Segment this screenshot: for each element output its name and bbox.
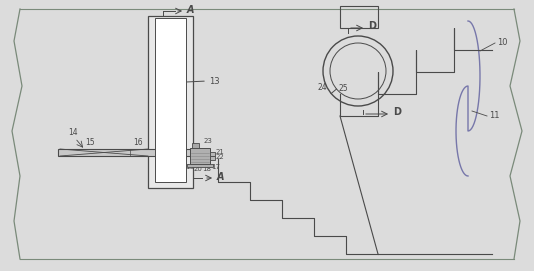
Text: A: A	[217, 172, 224, 182]
Text: A: A	[187, 5, 194, 15]
Bar	[58, 149, 200, 156]
Bar	[148, 16, 193, 188]
Bar	[192, 143, 199, 148]
Text: 11: 11	[489, 111, 499, 120]
Text: 17: 17	[211, 164, 220, 170]
Text: 22: 22	[216, 154, 225, 160]
Text: 21: 21	[216, 149, 225, 155]
Text: D: D	[368, 21, 376, 31]
Text: 18: 18	[202, 166, 211, 172]
Text: 19: 19	[185, 164, 194, 170]
Bar	[187, 164, 213, 167]
Text: D: D	[393, 107, 401, 117]
Text: 15: 15	[85, 138, 95, 147]
Bar	[190, 148, 210, 164]
Bar	[155, 18, 186, 182]
Text: 25: 25	[339, 84, 348, 93]
Text: 24: 24	[318, 83, 328, 92]
Text: 16: 16	[133, 138, 143, 147]
Text: 23: 23	[204, 138, 213, 144]
Text: 20: 20	[194, 166, 203, 172]
Bar	[340, 6, 378, 28]
Text: 14: 14	[68, 128, 77, 137]
Text: 10: 10	[497, 38, 507, 47]
Bar	[210, 156, 215, 160]
Bar	[210, 152, 215, 156]
Text: 13: 13	[209, 78, 219, 86]
